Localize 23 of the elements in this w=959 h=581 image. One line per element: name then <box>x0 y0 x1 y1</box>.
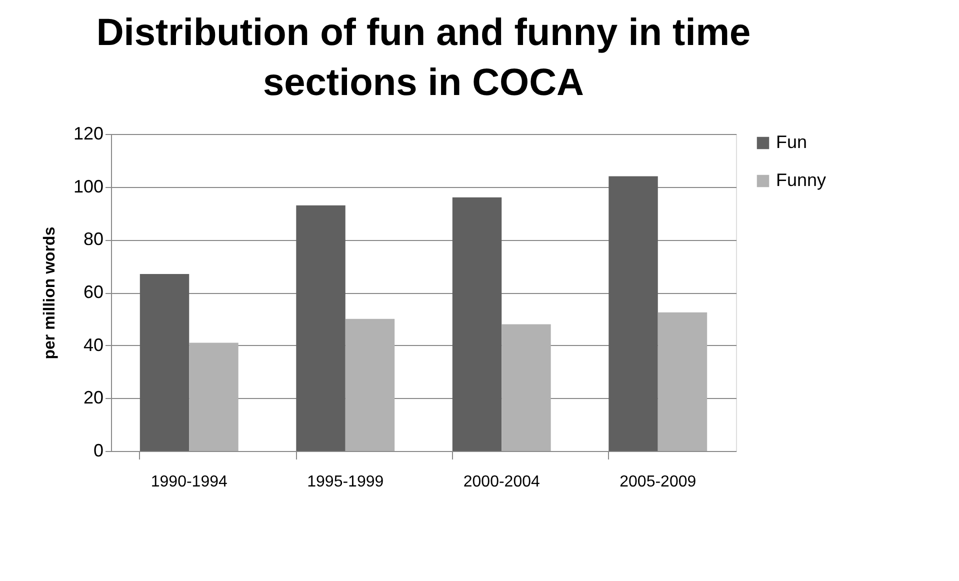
y-tick-label: 100 <box>73 176 104 196</box>
legend-label: Fun <box>776 132 808 152</box>
bar <box>140 274 190 451</box>
legend-label: Funny <box>776 170 826 190</box>
bar <box>296 205 346 451</box>
bar <box>189 342 238 451</box>
x-tick-label: 2005-2009 <box>620 474 696 490</box>
y-tick-label: 20 <box>83 388 104 408</box>
bar <box>452 197 502 451</box>
bar <box>345 318 395 451</box>
y-tick-label: 60 <box>83 282 104 302</box>
y-tick-label: 0 <box>93 440 104 460</box>
y-axis-title: per million words <box>41 226 58 360</box>
bar <box>502 324 551 451</box>
y-tick-label: 120 <box>73 124 104 144</box>
bar <box>608 176 658 451</box>
x-tick-label: 2000-2004 <box>463 474 540 490</box>
x-tick-label: 1990-1994 <box>150 474 228 490</box>
x-tick-label: 1995-1999 <box>307 474 384 490</box>
y-tick-label: 40 <box>83 334 104 355</box>
chart-title: Distribution of fun and funny in time sections in COCA <box>96 12 751 104</box>
bar <box>658 312 708 451</box>
y-tick-label: 80 <box>83 229 104 250</box>
